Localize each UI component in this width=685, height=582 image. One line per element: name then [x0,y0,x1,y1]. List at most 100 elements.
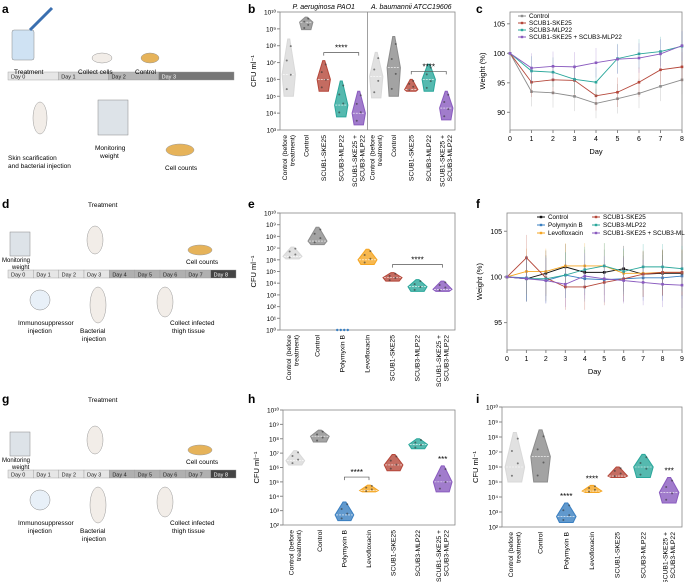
violin-control [309,429,330,443]
label-control: Control [135,69,157,76]
data-point [622,279,625,282]
data-point [412,79,415,82]
scale-icon [97,99,129,136]
significance-bracket [323,52,360,56]
violin-control [530,429,551,483]
data-point [536,474,539,477]
significance-label: **** [335,44,347,53]
data-point [542,435,545,438]
timeline-day-label: Day 4 [112,272,126,278]
data-point [394,272,397,275]
facet-title: A. baumannii ATCC19606 [370,4,452,11]
data-point [637,56,641,60]
x-tick-label: Control (before [282,135,289,181]
petri-dish-icon [165,143,195,157]
data-point [365,486,368,489]
x-tick-label: treatment) [293,335,300,366]
x-tick-label: 0 [508,136,512,143]
violin-scub1-ske25 [607,466,629,478]
legend-label: SCUB3-MLP22 [529,27,573,34]
panel-label-i: i [476,392,480,406]
significance-bracket [344,476,370,481]
label-cell-counts: Cell counts [186,459,219,466]
legend-label: Polymyxin B [548,222,583,229]
data-point [291,462,294,465]
data-point [289,45,292,48]
y-tick-label: 10² [489,525,499,532]
data-point [413,288,416,291]
violin-control-before-treatment- [504,431,526,483]
data-point [659,52,662,56]
panel-label-c: c [476,2,483,16]
y-tick-label: 10⁶ [488,465,498,472]
label-cell-counts: Cell counts [186,259,219,266]
data-point [369,250,372,253]
data-point [593,488,596,491]
data-point [394,72,397,75]
data-point [369,257,372,260]
facet-title: P. aeruginosa PAO1 [293,4,356,11]
data-point [438,283,441,286]
data-point [365,490,368,493]
data-point [307,17,310,20]
data-point [530,66,533,70]
y-axis-label: CFU ml⁻¹ [252,451,261,483]
x-axis-label: Day [589,147,603,156]
data-point [294,253,297,256]
x-tick-label: Polymyxin B [563,532,570,570]
y-tick-label: 10⁵ [488,480,498,487]
y-axis-label: CFU ml⁻¹ [471,451,480,483]
x-tick-label: 8 [680,136,684,143]
violin-levofloxacin [357,248,378,265]
y-tick-label: 10⁴ [266,281,276,288]
timeline-day-label: Day 1 [36,472,50,478]
x-tick-label: Control (before [370,135,377,181]
data-point [671,479,674,482]
data-point [602,277,606,281]
x-tick-label: 5 [616,136,620,143]
mouse-icon [156,286,174,318]
timeline-day-label: Day 0 [11,272,25,278]
y-tick-label: 10⁰ [266,327,276,335]
violin-polymyxin-b [334,501,355,522]
data-point [438,289,441,292]
data-point [568,514,571,517]
legend-label: Levofloxacin [548,230,584,237]
x-tick-label: Control [317,530,324,552]
y-tick-label: 10³ [267,128,277,135]
violin-control [386,36,401,97]
label-bacterial-injection: injection [82,336,106,343]
data-point [594,61,598,65]
data-point [419,280,422,283]
data-point [346,328,349,332]
x-tick-label: 5 [602,356,606,363]
data-point [291,454,294,457]
chart-b: 10³ 10⁴ 10⁵ 10⁶ 10⁷ 10⁸ 10⁹ 10¹⁰ CFU ml⁻¹ P. aeru… [249,4,456,187]
chart-f: 95 100 105 0 1 2 3 4 5 6 7 8 9 Day Weight (%) ControlPo… [475,212,685,376]
plot-frame [501,406,683,528]
x-tick-label: Control [303,135,310,157]
data-point [544,279,548,282]
data-point [395,463,398,466]
y-tick-label: 10⁵ [266,269,276,276]
data-point [388,279,391,282]
y-tick-label: 10⁹ [266,222,276,229]
legend-label: Control [548,214,568,221]
timeline-day-label: Day 3 [162,74,176,80]
data-point [395,455,398,458]
y-axis-label: Weight (%) [475,263,484,300]
x-tick-label: Control (before [286,335,293,381]
violin-control-before-treatment- [281,38,296,97]
x-axis-label: Day [588,367,602,376]
mouse-icon [29,489,51,511]
data-point [355,102,358,105]
data-point [370,484,373,487]
data-point [320,86,323,89]
timeline-day-label: Day 1 [36,272,50,278]
y-tick-label: 100 [493,51,505,58]
legend-marker [539,231,543,235]
significance-label: **** [423,62,435,71]
x-tick-label: Control [391,135,398,157]
legend-label: SCUB1-SKE25 + SCUB3-MLP22 [603,230,685,237]
